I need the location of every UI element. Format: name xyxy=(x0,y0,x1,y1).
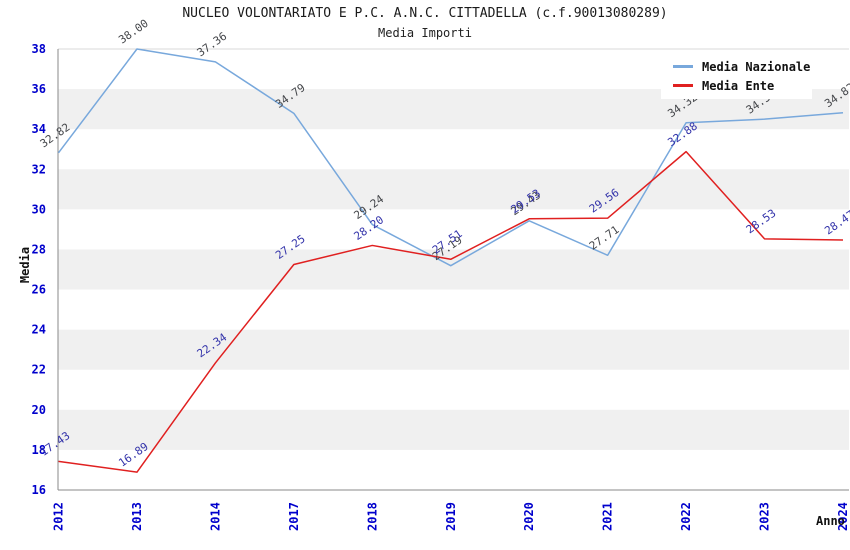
y-tick-label-28: 28 xyxy=(32,242,46,256)
x-tick-label-2017: 2017 xyxy=(287,502,301,531)
point-label-media-ente-2023: 28.53 xyxy=(744,207,779,237)
y-axis-title: Media xyxy=(18,246,32,284)
y-tick-label-38: 38 xyxy=(32,42,46,56)
grid-band xyxy=(58,329,849,370)
point-label-media-nazionale-2014: 37.36 xyxy=(195,30,230,60)
grid-band xyxy=(58,249,849,290)
x-tick-label-2023: 2023 xyxy=(758,502,772,531)
y-tick-label-20: 20 xyxy=(32,403,46,417)
legend-item-media-ente: Media Ente xyxy=(661,76,812,95)
x-tick-label-2024: 2024 xyxy=(836,502,850,531)
x-axis-title: Anno xyxy=(816,514,845,528)
grid-band xyxy=(58,409,849,450)
y-tick-label-30: 30 xyxy=(32,202,46,216)
x-tick-label-2018: 2018 xyxy=(365,502,379,531)
legend-label: Media Nazionale xyxy=(702,59,811,74)
y-tick-label-34: 34 xyxy=(32,122,46,136)
y-tick-label-32: 32 xyxy=(32,162,46,176)
chart-subtitle: Media Importi xyxy=(378,26,472,40)
y-tick-label-16: 16 xyxy=(32,483,46,497)
legend-item-media-nazionale: Media Nazionale xyxy=(661,57,812,76)
y-tick-label-22: 22 xyxy=(32,363,46,377)
x-tick-label-2019: 2019 xyxy=(444,502,458,531)
series-line-media-nazionale xyxy=(57,48,844,267)
point-label-media-ente-2024: 28.47 xyxy=(822,208,850,238)
x-tick-label-2012: 2012 xyxy=(52,502,66,531)
x-tick-label-2013: 2013 xyxy=(130,502,144,531)
x-tick-label-2021: 2021 xyxy=(601,502,615,531)
y-tick-label-18: 18 xyxy=(32,443,46,457)
series-line-media-ente xyxy=(58,150,844,473)
y-tick-label-36: 36 xyxy=(32,82,46,96)
y-tick-label-24: 24 xyxy=(32,323,46,337)
media-nazionale-line-swatch-icon xyxy=(673,65,693,68)
point-label-media-nazionale-2013: 38.00 xyxy=(116,17,151,47)
x-tick-label-2022: 2022 xyxy=(679,502,693,531)
media-ente-line-swatch-icon xyxy=(673,84,693,87)
legend-label: Media Ente xyxy=(702,78,775,93)
point-label-media-nazionale-2021: 27.71 xyxy=(587,223,622,253)
x-tick-label-2014: 2014 xyxy=(208,502,222,531)
x-tick-label-2020: 2020 xyxy=(522,502,536,531)
y-tick-label-26: 26 xyxy=(32,283,46,297)
legend: Media Nazionale Media Ente xyxy=(661,50,812,99)
grid-band xyxy=(58,169,849,210)
chart-title: NUCLEO VOLONTARIATO E P.C. A.N.C. CITTAD… xyxy=(182,6,668,21)
